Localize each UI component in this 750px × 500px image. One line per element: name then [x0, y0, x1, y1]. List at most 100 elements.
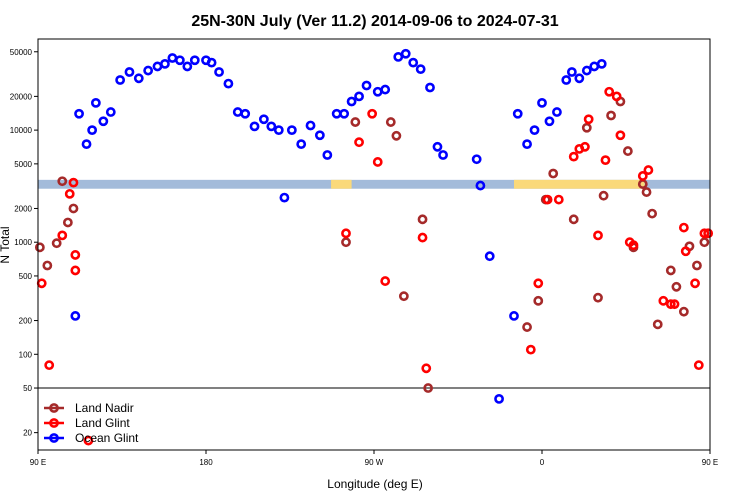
data-point-ocean-glint	[354, 91, 364, 102]
data-point-ocean-glint	[475, 180, 486, 191]
y-tick-label: 50000	[10, 48, 33, 57]
data-point-land-glint	[637, 171, 648, 181]
data-point-land-nadir	[665, 265, 676, 276]
data-point-land-nadir	[62, 217, 73, 228]
axis-ticks: 20 50 100 200 500 1000 2000 5000 10000 20000 50000…	[10, 48, 718, 467]
data-point-ocean-glint	[286, 125, 297, 136]
data-point-ocean-glint	[544, 116, 555, 127]
data-point-ocean-glint	[266, 121, 277, 132]
data-point-ocean-glint	[133, 73, 144, 84]
data-point-land-nadir	[568, 214, 579, 225]
data-point-ocean-glint	[81, 139, 92, 150]
data-point-land-glint	[372, 157, 383, 167]
y-tick-label: 200	[19, 317, 33, 326]
data-point-ocean-glint	[509, 311, 519, 321]
data-point-ocean-glint	[484, 251, 495, 262]
data-point-land-glint	[421, 363, 432, 374]
ocean-band	[38, 179, 710, 189]
data-point-ocean-glint	[98, 116, 109, 127]
data-point-ocean-glint	[393, 52, 404, 62]
data-point-land-glint	[367, 108, 378, 119]
data-point-land-nadir	[598, 190, 609, 201]
data-point-ocean-glint	[581, 65, 592, 76]
data-point-land-glint	[70, 250, 81, 260]
data-point-ocean-glint	[105, 107, 116, 117]
data-point-ocean-glint	[152, 61, 163, 72]
data-point-ocean-glint	[143, 65, 154, 76]
data-point-land-nadir	[68, 203, 79, 214]
land-band-segment	[331, 179, 352, 189]
data-point-ocean-glint	[346, 96, 357, 107]
data-point-ocean-glint	[232, 107, 243, 117]
data-point-land-nadir	[581, 122, 592, 133]
data-point-land-glint	[83, 435, 94, 446]
data-point-ocean-glint	[494, 393, 504, 404]
data-point-land-glint	[690, 278, 700, 289]
x-tick-label: 90 W	[365, 458, 384, 467]
data-point-land-glint	[611, 91, 622, 102]
data-point-land-glint	[583, 114, 594, 125]
data-point-land-glint	[533, 278, 544, 289]
data-point-ocean-glint	[87, 125, 98, 136]
data-point-land-nadir	[593, 292, 603, 303]
data-point-land-glint	[658, 295, 669, 306]
data-point-ocean-glint	[223, 78, 234, 89]
data-point-land-glint	[600, 155, 611, 166]
y-tick-label: 100	[19, 350, 33, 359]
data-point-ocean-glint	[240, 108, 251, 119]
data-point-land-nadir	[678, 306, 689, 317]
data-point-ocean-glint	[415, 64, 426, 75]
chart-title: 25N-30N July (Ver 11.2) 2014-09-06 to 20…	[191, 13, 558, 30]
data-point-land-glint	[57, 230, 68, 241]
y-tick-label: 500	[19, 272, 33, 281]
y-tick-label: 20000	[10, 92, 33, 101]
data-point-ocean-glint	[249, 121, 260, 132]
data-point-land-glint	[580, 141, 590, 152]
data-point-ocean-glint	[596, 58, 607, 69]
x-tick-label: 90 E	[702, 458, 718, 467]
data-point-land-glint	[68, 177, 79, 188]
data-point-ocean-glint	[522, 139, 532, 150]
data-point-ocean-glint	[70, 311, 81, 321]
data-point-ocean-glint	[471, 154, 482, 165]
data-point-land-glint	[669, 299, 680, 310]
data-point-land-glint	[44, 360, 55, 371]
data-point-land-glint	[628, 240, 639, 251]
data-point-land-glint	[70, 265, 81, 276]
data-point-land-glint	[680, 246, 691, 257]
x-axis-label: Longitude (deg E)	[327, 477, 422, 491]
x-tick-label: 90 E	[30, 458, 46, 467]
data-point-land-glint	[593, 230, 603, 241]
data-point-land-nadir	[671, 281, 682, 292]
data-point-ocean-glint	[529, 125, 540, 136]
data-point-ocean-glint	[167, 53, 178, 63]
data-point-land-nadir	[548, 168, 559, 179]
data-point-ocean-glint	[408, 57, 419, 68]
data-point-land-nadir	[417, 214, 428, 225]
data-point-ocean-glint	[258, 114, 269, 125]
data-point-land-glint	[64, 188, 75, 199]
data-point-land-nadir	[522, 322, 532, 332]
data-point-ocean-glint	[331, 108, 342, 119]
data-point-land-nadir	[51, 238, 62, 249]
data-point-ocean-glint	[124, 67, 135, 77]
data-point-ocean-glint	[322, 150, 333, 160]
data-point-land-nadir	[699, 237, 710, 248]
data-point-ocean-glint	[339, 108, 350, 119]
data-point-ocean-glint	[561, 75, 572, 85]
legend-marker-land-glint	[49, 418, 59, 428]
data-point-land-nadir	[341, 237, 351, 248]
data-point-ocean-glint	[552, 107, 562, 117]
series-land-nadir	[34, 96, 710, 393]
data-point-land-nadir	[647, 208, 658, 219]
data-point-ocean-glint	[305, 120, 316, 131]
data-point-land-nadir	[692, 260, 702, 271]
y-tick-label: 2000	[14, 204, 32, 213]
data-point-land-nadir	[641, 187, 652, 197]
data-point-land-nadir	[385, 117, 396, 127]
data-point-land-glint	[354, 137, 364, 148]
data-point-land-nadir	[533, 295, 544, 306]
data-point-land-glint	[542, 194, 553, 205]
data-point-land-glint	[568, 151, 579, 162]
data-point-ocean-glint	[296, 139, 307, 150]
